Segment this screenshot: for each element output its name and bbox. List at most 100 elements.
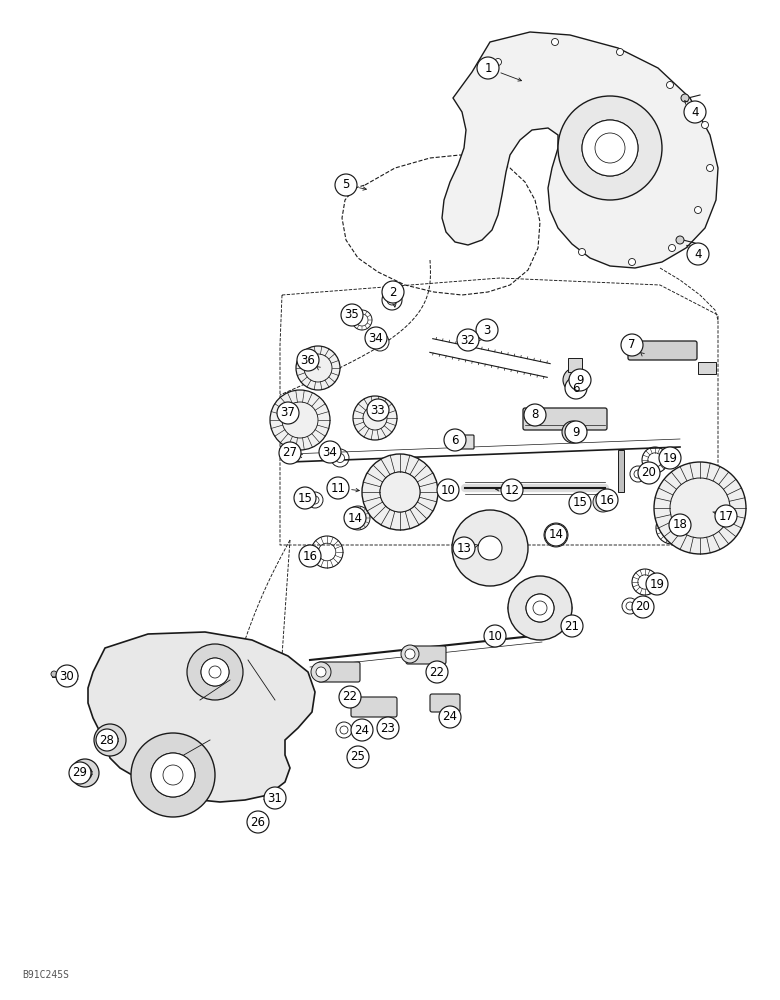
Circle shape bbox=[356, 753, 364, 761]
Circle shape bbox=[356, 314, 368, 326]
Circle shape bbox=[442, 484, 458, 500]
Text: 19: 19 bbox=[650, 578, 665, 590]
FancyBboxPatch shape bbox=[450, 435, 474, 449]
Circle shape bbox=[526, 594, 554, 622]
Text: 15: 15 bbox=[297, 491, 313, 504]
Polygon shape bbox=[442, 32, 718, 268]
Text: 25: 25 bbox=[350, 750, 366, 764]
Circle shape bbox=[380, 472, 420, 512]
Circle shape bbox=[344, 507, 366, 529]
Text: 28: 28 bbox=[100, 734, 115, 746]
Circle shape bbox=[579, 248, 586, 255]
Circle shape bbox=[669, 514, 691, 536]
Text: 6: 6 bbox=[452, 434, 459, 446]
Circle shape bbox=[51, 671, 57, 677]
Bar bbox=[618, 450, 624, 492]
Text: 35: 35 bbox=[345, 308, 360, 322]
Circle shape bbox=[545, 524, 567, 546]
Circle shape bbox=[501, 479, 523, 501]
Circle shape bbox=[524, 404, 546, 426]
Circle shape bbox=[452, 510, 528, 586]
Circle shape bbox=[270, 390, 330, 450]
Bar bbox=[698, 362, 716, 374]
Text: 19: 19 bbox=[662, 452, 678, 464]
Circle shape bbox=[351, 719, 373, 741]
Circle shape bbox=[715, 505, 737, 527]
Text: 20: 20 bbox=[636, 600, 651, 613]
Circle shape bbox=[569, 374, 581, 386]
Circle shape bbox=[347, 746, 369, 768]
Circle shape bbox=[296, 346, 340, 390]
Circle shape bbox=[327, 477, 349, 499]
Text: 34: 34 bbox=[369, 332, 384, 344]
Circle shape bbox=[335, 174, 357, 196]
Circle shape bbox=[634, 470, 642, 478]
Text: 23: 23 bbox=[381, 722, 395, 734]
Circle shape bbox=[488, 630, 504, 646]
Circle shape bbox=[281, 446, 285, 452]
Circle shape bbox=[201, 658, 229, 686]
Bar bbox=[382, 288, 402, 296]
Circle shape bbox=[78, 766, 92, 780]
Circle shape bbox=[582, 120, 638, 176]
Polygon shape bbox=[88, 632, 315, 802]
Text: 4: 4 bbox=[694, 247, 702, 260]
Circle shape bbox=[335, 454, 345, 462]
Text: 20: 20 bbox=[642, 466, 657, 480]
Text: 22: 22 bbox=[430, 666, 445, 678]
Text: 11: 11 bbox=[331, 482, 346, 494]
Circle shape bbox=[533, 601, 547, 615]
Circle shape bbox=[478, 536, 502, 560]
Circle shape bbox=[365, 327, 387, 349]
Circle shape bbox=[377, 717, 399, 739]
Circle shape bbox=[346, 506, 370, 530]
Text: 27: 27 bbox=[282, 446, 297, 460]
Circle shape bbox=[102, 732, 118, 748]
Circle shape bbox=[439, 706, 461, 728]
Circle shape bbox=[426, 661, 448, 683]
Circle shape bbox=[596, 489, 618, 511]
Circle shape bbox=[694, 207, 701, 214]
Circle shape bbox=[248, 816, 256, 824]
Text: 10: 10 bbox=[441, 484, 456, 496]
Circle shape bbox=[630, 466, 646, 482]
Circle shape bbox=[684, 101, 706, 123]
Circle shape bbox=[69, 762, 91, 784]
Bar bbox=[568, 358, 582, 372]
Circle shape bbox=[352, 749, 368, 765]
Bar bbox=[568, 385, 584, 395]
Circle shape bbox=[616, 48, 623, 55]
Circle shape bbox=[574, 500, 582, 508]
Text: 4: 4 bbox=[691, 105, 699, 118]
Text: 16: 16 bbox=[303, 550, 317, 562]
Circle shape bbox=[626, 602, 634, 610]
Text: 15: 15 bbox=[573, 496, 587, 510]
Circle shape bbox=[387, 295, 397, 305]
Circle shape bbox=[151, 753, 195, 797]
Circle shape bbox=[131, 733, 215, 817]
Circle shape bbox=[304, 354, 332, 382]
Circle shape bbox=[492, 634, 500, 642]
Circle shape bbox=[279, 442, 301, 464]
Circle shape bbox=[405, 649, 415, 659]
Text: 33: 33 bbox=[370, 403, 385, 416]
Circle shape bbox=[565, 421, 587, 443]
Text: 32: 32 bbox=[460, 334, 476, 347]
Circle shape bbox=[666, 82, 673, 89]
Circle shape bbox=[371, 333, 389, 351]
Text: 18: 18 bbox=[672, 518, 687, 532]
Circle shape bbox=[582, 120, 638, 176]
Text: 34: 34 bbox=[323, 446, 338, 458]
Circle shape bbox=[565, 377, 587, 399]
Text: 3: 3 bbox=[484, 324, 491, 336]
Text: 8: 8 bbox=[531, 408, 539, 422]
Circle shape bbox=[96, 729, 118, 751]
Circle shape bbox=[316, 667, 326, 677]
FancyBboxPatch shape bbox=[430, 694, 460, 712]
FancyBboxPatch shape bbox=[406, 646, 446, 664]
Circle shape bbox=[294, 487, 316, 509]
Circle shape bbox=[363, 406, 387, 430]
Circle shape bbox=[351, 511, 365, 525]
FancyBboxPatch shape bbox=[351, 697, 397, 717]
Text: 13: 13 bbox=[456, 542, 471, 554]
